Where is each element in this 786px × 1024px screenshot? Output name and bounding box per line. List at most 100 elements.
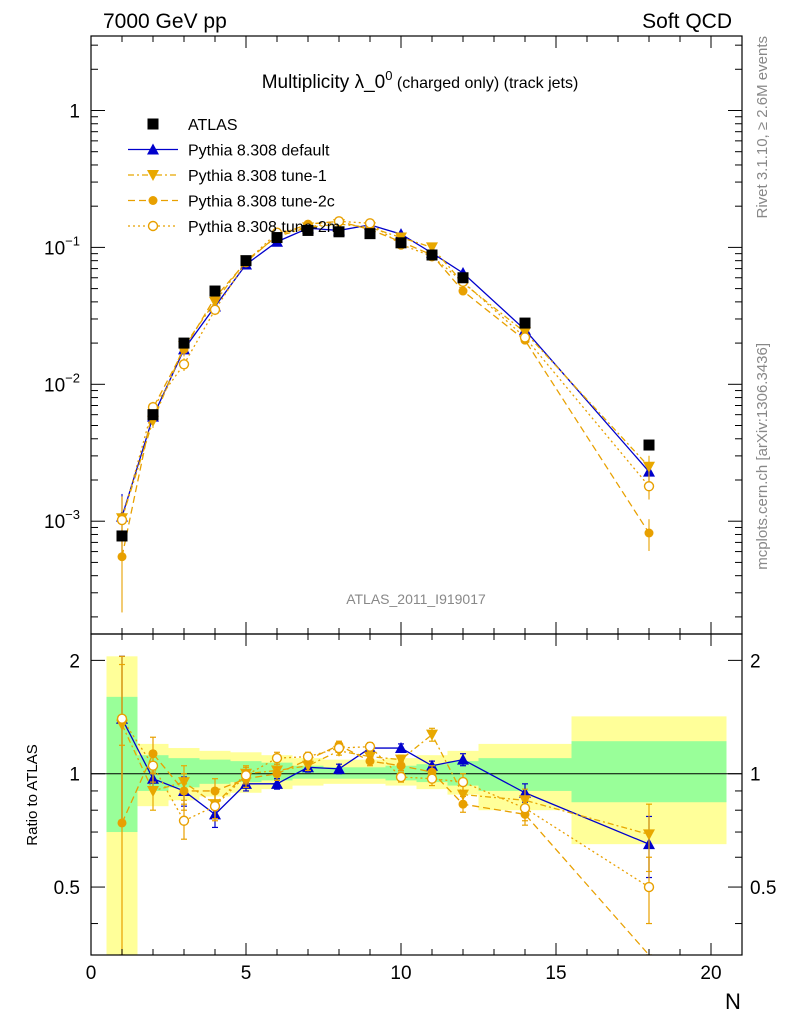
x-tick-label: 0	[86, 963, 97, 984]
ratio-point	[333, 762, 345, 774]
y-tick-label-base: 10	[44, 238, 65, 259]
y-tick-label-exponent: −3	[65, 507, 80, 522]
ratio-point	[178, 815, 190, 826]
ratio-point	[240, 770, 252, 781]
y-tick-label: 10−1	[44, 233, 80, 259]
ratio-point	[179, 786, 189, 796]
series-point	[643, 461, 655, 473]
data-point	[209, 285, 221, 297]
data-point	[178, 337, 190, 349]
ratio-point	[209, 800, 221, 812]
ratio-point	[643, 881, 655, 893]
series-line-0	[121, 224, 650, 517]
y-tick-label: 10−2	[44, 370, 80, 396]
series-point	[364, 218, 376, 229]
header-right: Soft QCD	[642, 10, 732, 33]
ratio-frame	[90, 633, 743, 956]
ratio-point	[395, 754, 407, 766]
x-tick-label: 20	[700, 963, 721, 984]
ratio-y-axis-label: Ratio to ATLAS	[24, 744, 41, 845]
chart-title-main: Multiplicity λ_0	[262, 72, 386, 93]
ratio-point	[457, 753, 469, 765]
x-tick-label: 5	[241, 963, 252, 984]
ratio-point	[426, 729, 438, 741]
legend-label: Pythia 8.308 tune-1	[188, 168, 327, 185]
series-line-2	[121, 220, 650, 557]
ratio-point	[271, 752, 283, 764]
data-point	[426, 249, 438, 261]
chart-title-superscript: 0	[385, 68, 392, 83]
ratio-point	[302, 760, 314, 772]
series-line-3	[121, 220, 650, 521]
legend-marker	[147, 143, 159, 155]
data-point	[333, 226, 345, 238]
ratio-plot-area	[91, 655, 742, 955]
ratio-point	[426, 773, 438, 784]
x-tick-label: 10	[390, 963, 411, 984]
ratio-point	[643, 829, 655, 841]
y-tick-label-exponent: −2	[65, 370, 80, 385]
y-tick-label: 10−3	[44, 507, 80, 533]
legend-label: Pythia 8.308 default	[188, 143, 330, 160]
y-tick-label: 1	[69, 101, 80, 122]
ratio-point	[333, 742, 345, 754]
legend-label: Pythia 8.308 tune-2m	[188, 219, 340, 236]
data-point	[519, 317, 531, 329]
legend-marker	[147, 170, 159, 181]
ratio-point	[457, 789, 469, 801]
legend-marker	[147, 118, 159, 130]
data-point	[643, 439, 655, 451]
legend-marker	[148, 196, 158, 205]
data-point	[240, 255, 252, 267]
ratio-panel	[91, 655, 742, 955]
series-point	[426, 242, 438, 254]
x-tick-label: 15	[545, 963, 566, 984]
series-point	[519, 332, 531, 343]
ratio-point	[396, 761, 406, 771]
data-point	[364, 228, 376, 240]
ratio-point	[519, 802, 531, 814]
ratio-point	[395, 742, 407, 754]
analysis-tag: ATLAS_2011_I919017	[346, 591, 486, 607]
x-axis-label: N	[725, 989, 741, 1014]
ratio-point	[457, 776, 469, 788]
series-point	[178, 359, 190, 370]
series-point	[116, 514, 128, 526]
legend: ATLAS Pythia 8.308 default Pythia 8.308 tu…	[128, 117, 340, 236]
ratio-y-tick-label: 1	[69, 765, 80, 786]
ratio-point	[302, 751, 314, 762]
legend-marker	[147, 220, 159, 232]
ratio-point	[147, 760, 159, 771]
ratio-point	[271, 777, 283, 789]
uncertainty-band-inner	[571, 741, 727, 803]
series-point	[644, 528, 654, 538]
series-point	[458, 286, 468, 296]
main-plot-area	[116, 216, 655, 613]
ratio-y-tick-label: 2	[69, 651, 80, 672]
y-tick-label-base: 1	[69, 101, 80, 122]
chart-title: Multiplicity λ_00 (charged only) (track …	[262, 68, 579, 93]
legend-label: ATLAS	[188, 117, 238, 134]
ratio-point	[364, 741, 376, 752]
ratio-point	[147, 785, 159, 797]
ratio-line-2	[121, 744, 650, 955]
rivet-version-label: Rivet 3.1.10, ≥ 2.6M events	[754, 36, 771, 219]
series-point	[209, 304, 221, 316]
series-point	[643, 481, 655, 492]
main-panel	[116, 216, 655, 613]
header-left: 7000 GeV pp	[103, 10, 227, 33]
uncertainty-band-inner	[354, 767, 386, 779]
ratio-line-3	[121, 718, 650, 888]
data-point	[395, 237, 407, 249]
y-tick-label-base: 10	[44, 512, 65, 533]
series-point	[333, 216, 345, 227]
ratio-y-tick-label-right: 2	[750, 651, 761, 672]
ratio-point	[395, 771, 407, 783]
data-point	[457, 272, 469, 284]
ratio-y-tick-label-right: 1	[750, 765, 761, 786]
mcplots-label: mcplots.cern.ch [arXiv:1306.3436]	[754, 343, 771, 570]
ratio-point	[116, 713, 128, 724]
legend-label: Pythia 8.308 tune-2c	[188, 194, 335, 211]
ratio-point	[365, 756, 375, 766]
